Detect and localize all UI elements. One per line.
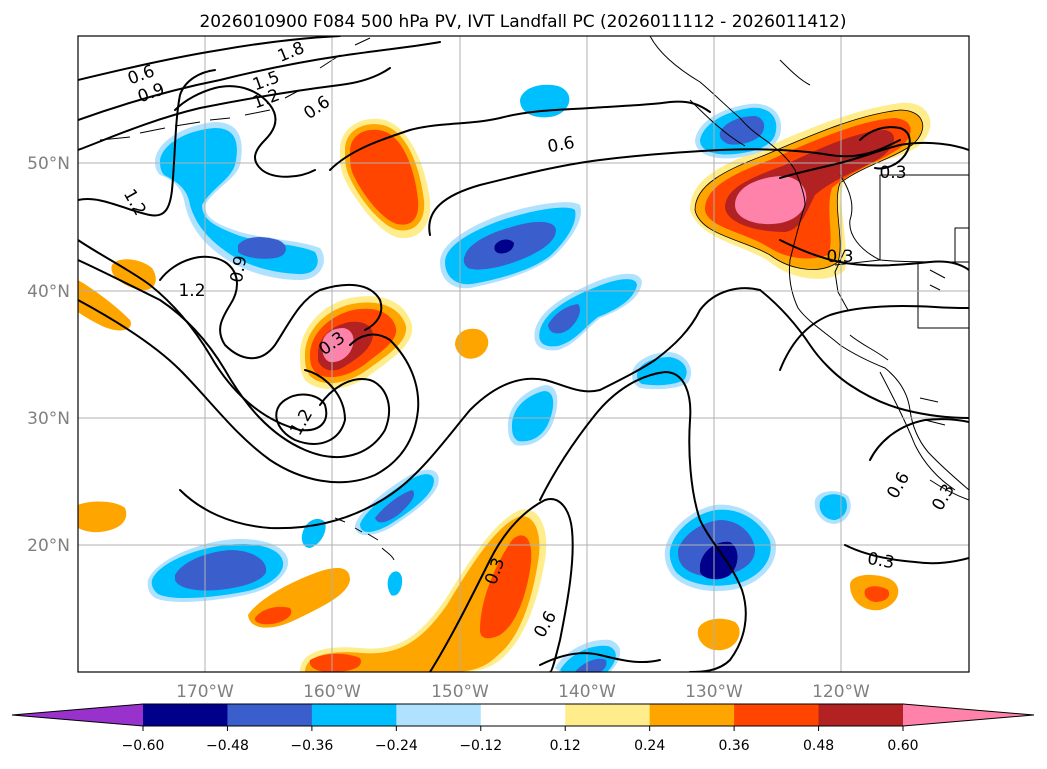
contour-label: 0.3 [826, 247, 853, 267]
lat-label: 50°N [27, 154, 70, 174]
colorbar-tick-label: 0.24 [634, 738, 665, 754]
colorbar-tick-label: −0.36 [290, 738, 333, 754]
negative-anomaly-20n [664, 504, 776, 592]
lat-label: 30°N [27, 409, 70, 429]
lat-label: 40°N [27, 282, 70, 302]
positive-anomaly-sw [78, 501, 127, 533]
colorbar-swatch [480, 704, 566, 726]
colorbar-extend-max [903, 704, 1034, 726]
colorbar-swatch [311, 704, 397, 726]
lat-label: 20°N [27, 536, 70, 556]
map-area: 1.8 0.6 0.9 1.5 1.2 0.6 0.6 0.3 1.2 0.9 … [78, 36, 969, 672]
chart-title: 2026010900 F084 500 hPa PV, IVT Landfall… [199, 12, 846, 32]
colorbar-tick-label: 0.48 [803, 738, 834, 754]
colorbar-swatch [565, 704, 651, 726]
colorbar-swatch [734, 704, 820, 726]
colorbar-swatch [818, 704, 904, 726]
contour-label: 0.6 [546, 133, 576, 157]
lon-label: 140°W [558, 682, 616, 702]
positive-anomaly-s [697, 618, 740, 651]
negative-anomaly-40n [534, 273, 642, 351]
negative-anomaly-nw-pacific [155, 122, 324, 280]
colorbar-tick-label: 0.12 [550, 738, 581, 754]
colorbar-tick-label: −0.48 [206, 738, 249, 754]
lon-label: 150°W [431, 682, 489, 702]
colorbar-swatch [143, 704, 228, 726]
colorbar-swatch [227, 704, 313, 726]
negative-anomaly-sw [147, 539, 289, 602]
positive-anomaly-south-band [248, 509, 547, 672]
lat-labels: 50°N 40°N 30°N 20°N [27, 154, 70, 556]
colorbar-tick-label: −0.60 [122, 738, 165, 754]
positive-anomaly-small-1 [455, 328, 489, 359]
colorbar-swatch [649, 704, 735, 726]
pv-contours [78, 36, 969, 672]
map-border [77, 35, 970, 673]
lon-label: 160°W [303, 682, 361, 702]
colorbar-tick-label: 0.36 [719, 738, 750, 754]
positive-anomaly-west-edge [78, 280, 131, 331]
negative-anomaly-small-b [387, 571, 403, 596]
colorbar-extend-min [12, 704, 143, 726]
lon-labels: 170°W 160°W 150°W 140°W 130°W 120°W [176, 682, 870, 702]
lon-label: 130°W [685, 682, 743, 702]
contour-label: 0.3 [866, 549, 896, 573]
contour-label: 0.3 [879, 163, 906, 183]
contour-label: 1.2 [178, 281, 205, 301]
colorbar-swatch [396, 704, 482, 726]
negative-anomaly-hawaii [355, 469, 439, 536]
contour-label: 0.9 [227, 254, 251, 284]
coastlines [99, 36, 969, 561]
lon-label: 170°W [176, 682, 234, 702]
negative-anomaly-pnw [695, 103, 782, 159]
colorbar-tick-label: −0.24 [375, 738, 418, 754]
colorbar: −0.60 −0.48 −0.36 −0.24 −0.12 0.12 0.24 0.36 0.4… [11, 703, 1035, 754]
colorbar-tick-label: −0.12 [459, 738, 502, 754]
gridlines [78, 36, 969, 672]
colorbar-tick-label: 0.60 [887, 738, 918, 754]
lon-label: 120°W [812, 682, 870, 702]
negative-anomaly-45n [440, 202, 581, 289]
